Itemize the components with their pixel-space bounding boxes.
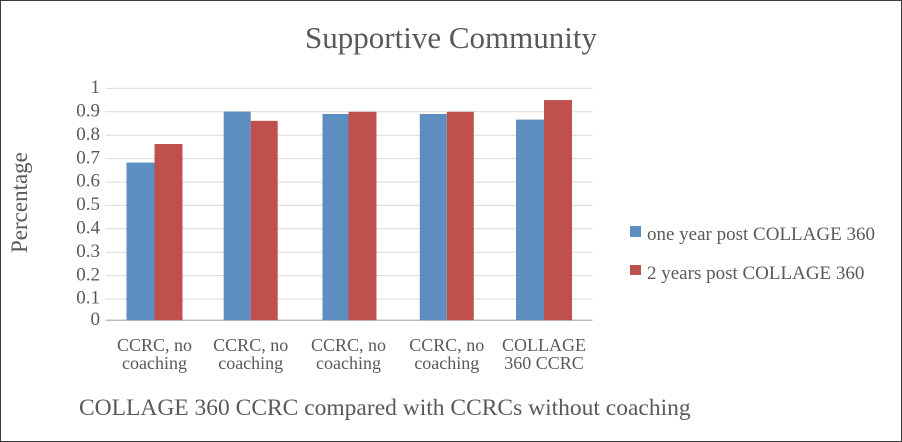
svg-text:CCRC, no: CCRC, no <box>213 335 288 355</box>
svg-text:CCRC, no: CCRC, no <box>311 335 386 355</box>
svg-text:0.1: 0.1 <box>76 288 100 309</box>
svg-text:coaching: coaching <box>218 353 283 373</box>
svg-text:0.2: 0.2 <box>76 264 100 285</box>
svg-text:1: 1 <box>91 77 101 98</box>
svg-text:CCRC, no: CCRC, no <box>409 335 484 355</box>
svg-text:2 years post COLLAGE 360: 2 years post COLLAGE 360 <box>647 263 864 284</box>
svg-text:coaching: coaching <box>414 353 479 373</box>
svg-text:coaching: coaching <box>316 353 381 373</box>
svg-text:0.5: 0.5 <box>76 194 100 215</box>
svg-text:0.6: 0.6 <box>76 171 100 192</box>
svg-text:one year post COLLAGE 360: one year post COLLAGE 360 <box>647 224 875 245</box>
svg-text:0.9: 0.9 <box>76 101 100 122</box>
svg-text:0.8: 0.8 <box>76 124 100 145</box>
svg-text:CCRC, no: CCRC, no <box>117 335 192 355</box>
svg-text:coaching: coaching <box>122 353 187 373</box>
svg-text:360 CCRC: 360 CCRC <box>504 353 584 373</box>
svg-text:COLLAGE: COLLAGE <box>502 335 586 355</box>
svg-text:0: 0 <box>91 309 101 330</box>
svg-text:0.3: 0.3 <box>76 241 100 262</box>
svg-text:0.4: 0.4 <box>76 218 100 239</box>
svg-text:0.7: 0.7 <box>76 147 100 168</box>
